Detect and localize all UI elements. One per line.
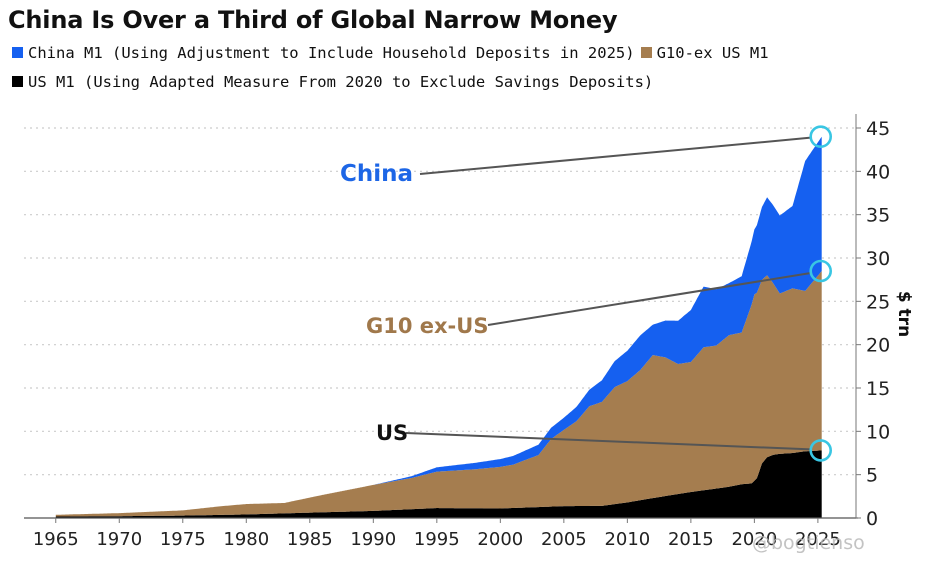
grid-layer — [24, 127, 856, 476]
x-tick-label-1970: 1970 — [96, 529, 142, 550]
china-annotation: China — [340, 161, 413, 187]
x-tick-label-2010: 2010 — [604, 529, 650, 550]
legend-label-us: US M1 (Using Adapted Measure From 2020 t… — [28, 73, 654, 91]
x-tick-label-2025: 2025 — [795, 529, 841, 550]
legend-row-1: China M1 (Using Adjustment to Include Ho… — [12, 44, 769, 62]
us-end-marker — [809, 439, 833, 462]
y-tick-label-10: 10 — [866, 421, 890, 443]
x-tick-label-1985: 1985 — [287, 529, 333, 550]
us-area — [55, 450, 822, 518]
y-tick-label-0: 0 — [866, 508, 878, 530]
y-tick-label-30: 30 — [866, 248, 890, 270]
g10-annotation: G10 ex-US — [366, 314, 488, 338]
china-area — [55, 136, 822, 515]
legend-swatch-us — [12, 76, 23, 87]
annotation-layer: China G10 ex-US US — [340, 125, 833, 462]
legend-row-2: US M1 (Using Adapted Measure From 2020 t… — [12, 73, 653, 91]
legend-label-g10: G10-ex US M1 — [656, 44, 769, 62]
area-layer — [55, 136, 822, 518]
y-tick-label-45: 45 — [866, 118, 890, 140]
y-axis-label: $ trn — [894, 291, 914, 337]
g10-area — [55, 271, 822, 517]
x-tick-label-2005: 2005 — [541, 529, 587, 550]
x-tick-label-1975: 1975 — [160, 529, 206, 550]
x-tick-label-2015: 2015 — [668, 529, 714, 550]
y-tick-label-25: 25 — [866, 291, 890, 313]
g10-end-marker — [809, 259, 833, 283]
legend-label-china: China M1 (Using Adjustment to Include Ho… — [28, 44, 635, 62]
watermark: @bogtienso — [752, 532, 865, 554]
x-tick-label-2020: 2020 — [731, 529, 777, 550]
y-tick-label-5: 5 — [866, 465, 878, 487]
chart-title: China Is Over a Third of Global Narrow M… — [8, 6, 618, 34]
y-tick-label-40: 40 — [866, 161, 890, 183]
x-tick-label-1980: 1980 — [223, 529, 269, 550]
y-tick-label-15: 15 — [866, 378, 890, 400]
china-leader-line — [419, 136, 811, 175]
x-tick-label-1990: 1990 — [350, 529, 396, 550]
legend-swatch-china — [12, 47, 23, 58]
y-tick-label-20: 20 — [866, 335, 890, 357]
china-end-marker — [809, 125, 833, 148]
legend-swatch-g10 — [640, 47, 652, 58]
x-tick-label-1995: 1995 — [414, 529, 460, 550]
us-annotation: US — [376, 421, 408, 445]
y-tick-label-35: 35 — [866, 205, 890, 227]
us-leader-line — [405, 432, 811, 451]
x-tick-label-1965: 1965 — [33, 529, 79, 550]
g10-leader-line — [487, 272, 811, 326]
x-tick-label-2000: 2000 — [477, 529, 523, 550]
